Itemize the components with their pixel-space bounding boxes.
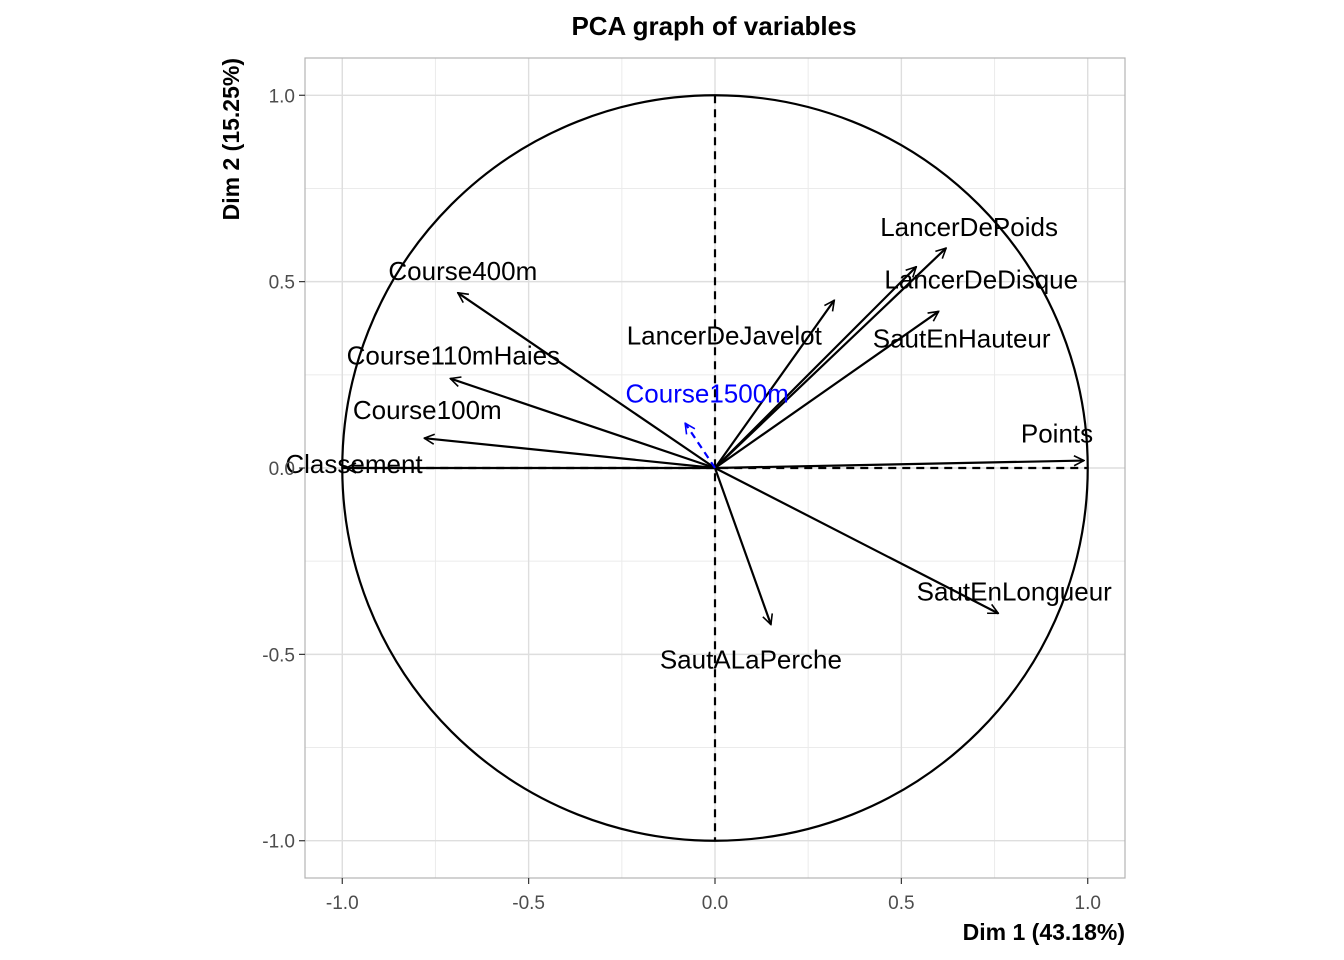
x-tick-label: 1.0 xyxy=(1075,893,1101,914)
arrow-lancerdedisque xyxy=(714,267,916,469)
arrow-course400m xyxy=(458,293,716,469)
x-tick-label: 0.5 xyxy=(888,893,914,914)
variable-arrows xyxy=(346,248,1084,624)
label-course400m: Course400m xyxy=(388,256,537,286)
x-tick-label: -0.5 xyxy=(512,893,545,914)
label-course110mhaies: Course110mHaies xyxy=(347,341,560,371)
x-axis-title: Dim 1 (43.18%) xyxy=(963,919,1125,945)
arrow-course110mhaies xyxy=(450,379,716,470)
arrow-course100m xyxy=(424,438,716,470)
arrow-sautenlongueur xyxy=(714,467,998,615)
y-tick-label: -1.0 xyxy=(262,832,295,853)
label-course1500m: Course1500m xyxy=(626,378,789,408)
chart-title: PCA graph of variables xyxy=(571,11,856,41)
label-course100m: Course100m xyxy=(353,395,502,425)
variable-labels: Course400m Course110mHaies Course100m Class… xyxy=(285,212,1112,674)
arrow-lancerdepoids xyxy=(714,248,946,469)
y-tick-label: 1.0 xyxy=(269,86,295,107)
reference-lines xyxy=(341,94,1089,842)
label-sautenlongueur: SautEnLongueur xyxy=(917,576,1113,606)
x-tick-label: -1.0 xyxy=(326,893,359,914)
y-tick-label: 0.5 xyxy=(269,273,295,294)
label-classement: Classement xyxy=(285,449,423,479)
label-lancerdepoids: LancerDePoids xyxy=(880,212,1058,242)
y-tick-label: 0.0 xyxy=(269,459,295,480)
label-sautenhauteur: SautEnHauteur xyxy=(873,323,1051,353)
y-tick-label: -0.5 xyxy=(262,645,295,666)
arrow-sautalaperche xyxy=(713,467,771,625)
label-lancerdejavelot: LancerDeJavelot xyxy=(627,320,823,350)
arrow-sautenhauteur xyxy=(714,311,939,469)
label-points: Points xyxy=(1021,419,1093,449)
label-sautalaperche: SautALaPerche xyxy=(660,645,842,675)
arrow-points xyxy=(714,461,1084,470)
arrow-lancerdejavelot xyxy=(714,300,834,469)
axis-ticks: -1.0 -0.5 0.0 0.5 1.0 -1.0 -0.5 0.0 0.5 1.0 xyxy=(262,86,1101,914)
label-lancerdedisque: LancerDeDisque xyxy=(884,265,1078,295)
arrow-course1500m xyxy=(685,423,716,469)
x-tick-label: 0.0 xyxy=(702,893,728,914)
y-axis-title: Dim 2 (15.25%) xyxy=(218,58,244,220)
